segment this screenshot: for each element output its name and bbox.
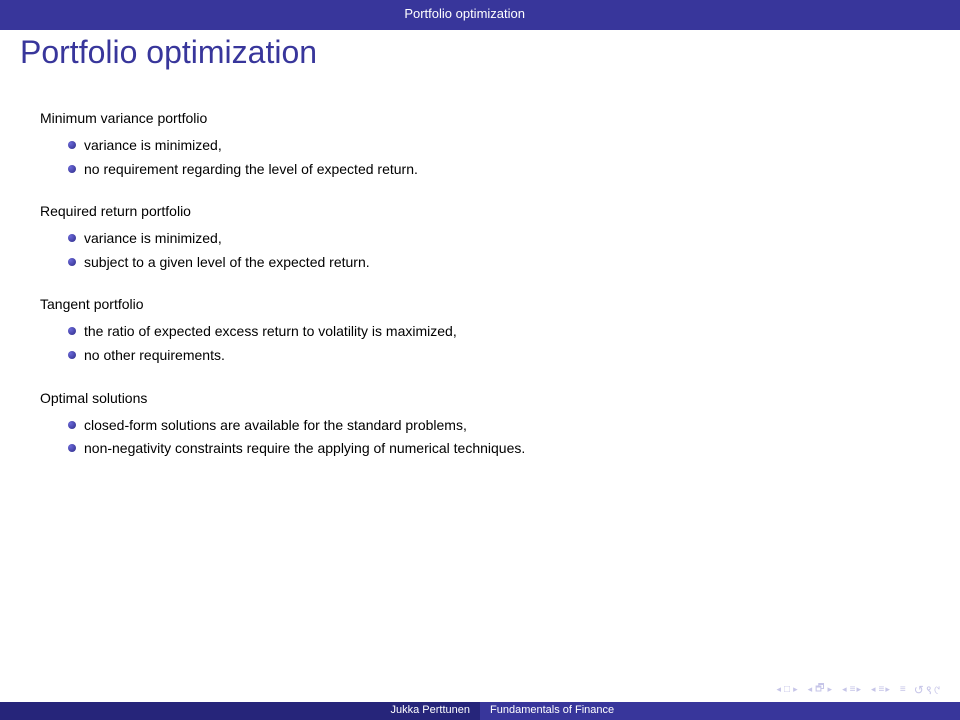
list-item: closed-form solutions are available for … <box>68 416 920 436</box>
bullet-list-optimal: closed-form solutions are available for … <box>40 416 920 459</box>
nav-section-back-forward[interactable]: ◂ ≡ ▸ <box>842 684 863 695</box>
bullet-list-tangent: the ratio of expected excess return to v… <box>40 322 920 365</box>
triangle-right-icon: ▸ <box>885 684 892 695</box>
list-item: the ratio of expected excess return to v… <box>68 322 920 342</box>
undo-redo-icon[interactable]: ↺९୯ <box>914 681 942 698</box>
nav-frame-back-forward[interactable]: ◂ □ ▸ <box>777 684 800 695</box>
triangle-right-icon: ▸ <box>793 684 800 695</box>
list-item: no other requirements. <box>68 346 920 366</box>
triangle-left-icon: ◂ <box>808 684 815 695</box>
triangle-right-icon: ▸ <box>828 684 835 695</box>
list-item: variance is minimized, <box>68 229 920 249</box>
triangle-right-icon: ▸ <box>856 684 863 695</box>
nav-symbols: ◂ □ ▸ ◂ 🗗 ▸ ◂ ≡ ▸ ◂ ≡ ▸ ≡ ↺९୯ <box>777 681 942 698</box>
list-item: variance is minimized, <box>68 136 920 156</box>
block-heading-optimal: Optimal solutions <box>40 390 920 406</box>
list-item: subject to a given level of the expected… <box>68 253 920 273</box>
list-item: non-negativity constraints require the a… <box>68 439 920 459</box>
frame-icon: □ <box>784 684 792 695</box>
footline-author: Jukka Perttunen <box>0 702 480 720</box>
triangle-left-icon: ◂ <box>777 684 784 695</box>
header-bar: Portfolio optimization <box>0 0 960 30</box>
doc-icon: ≡ <box>879 688 885 692</box>
triangle-left-icon: ◂ <box>871 684 878 695</box>
nav-subsection-back-forward[interactable]: ◂ 🗗 ▸ <box>808 681 834 698</box>
slide-content: Minimum variance portfolio variance is m… <box>40 110 920 463</box>
footline-title: Fundamentals of Finance <box>480 702 960 720</box>
triangle-left-icon: ◂ <box>842 684 849 695</box>
slide-title: Portfolio optimization <box>20 34 317 71</box>
block-heading-required-return: Required return portfolio <box>40 203 920 219</box>
appendix-icon[interactable]: ≡ <box>900 688 906 692</box>
footline: Jukka Perttunen Fundamentals of Finance <box>0 702 960 720</box>
subsection-icon: 🗗 <box>815 681 826 698</box>
block-heading-tangent: Tangent portfolio <box>40 296 920 312</box>
block-heading-minimum-variance: Minimum variance portfolio <box>40 110 920 126</box>
bullet-list-minimum-variance: variance is minimized, no requirement re… <box>40 136 920 179</box>
list-item: no requirement regarding the level of ex… <box>68 160 920 180</box>
header-section-label: Portfolio optimization <box>368 0 561 30</box>
bullet-list-required-return: variance is minimized, subject to a give… <box>40 229 920 272</box>
section-icon: ≡ <box>850 688 856 692</box>
nav-doc-back-forward[interactable]: ◂ ≡ ▸ <box>871 684 892 695</box>
